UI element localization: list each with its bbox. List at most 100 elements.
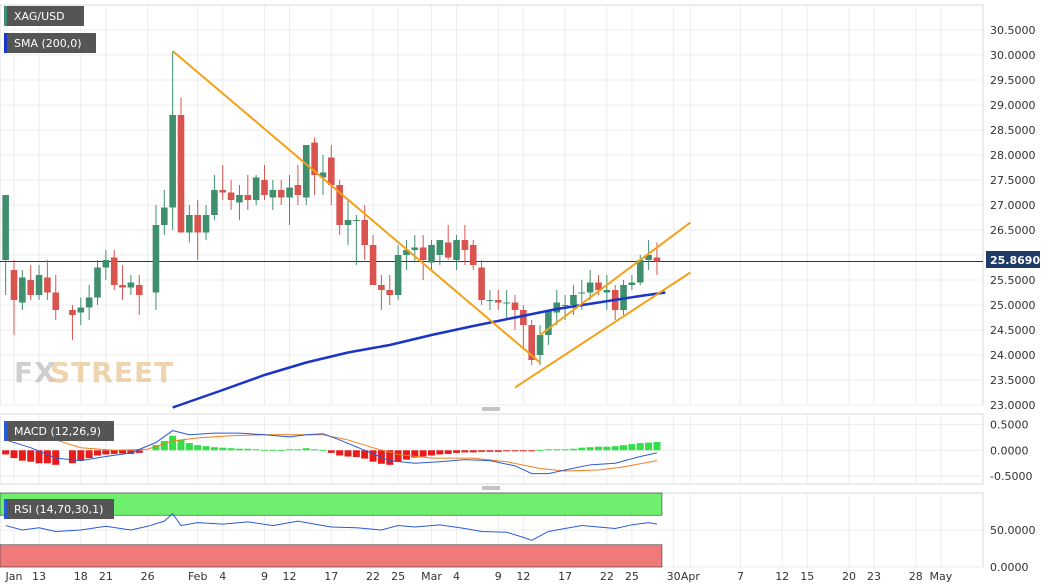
macd-histogram-bar <box>311 449 319 451</box>
legend-symbol[interactable]: XAG/USD <box>4 6 84 26</box>
legend-macd[interactable]: MACD (12,26,9) <box>4 421 114 441</box>
candle-body <box>161 207 168 225</box>
candle-body <box>453 240 460 260</box>
macd-histogram-bar <box>110 450 118 454</box>
candle-body <box>102 260 110 268</box>
trendline-wedge-upper <box>539 221 691 336</box>
macd-histogram-bar <box>319 449 327 451</box>
x-tick-label: 23 <box>867 570 881 583</box>
candle-body <box>586 282 594 293</box>
candle-body <box>461 240 469 250</box>
candle-body <box>645 255 652 260</box>
candle-body <box>369 245 377 285</box>
price-tick-label: 29.5000 <box>990 74 1036 87</box>
macd-tick-label: -0.5000 <box>990 470 1032 483</box>
candle-body <box>52 292 60 310</box>
macd-histogram-bar <box>478 450 486 452</box>
price-tick-label: 25.5000 <box>990 274 1036 287</box>
macd-histogram-bar <box>569 448 577 451</box>
legend-macd-label: MACD (12,26,9) <box>14 425 101 438</box>
x-tick-label: 21 <box>99 570 113 583</box>
macd-histogram-bar <box>419 450 427 457</box>
candle-body <box>311 142 318 175</box>
candle-body <box>261 180 268 195</box>
macd-histogram-bar <box>169 435 177 451</box>
candle-body <box>386 290 394 295</box>
x-tick-label: Feb <box>188 570 207 583</box>
macd-histogram-bar <box>27 450 35 462</box>
legend-rsi[interactable]: RSI (14,70,30,1) <box>4 499 114 519</box>
legend-sma[interactable]: SMA (200,0) <box>4 33 96 53</box>
x-tick-label: 18 <box>74 570 88 583</box>
x-tick-label: May <box>929 570 952 583</box>
candle-body <box>77 307 85 313</box>
candle-body <box>69 310 76 315</box>
macd-histogram-bar <box>544 449 552 451</box>
candle-body <box>277 190 285 198</box>
candle-body <box>561 305 569 306</box>
candle-body <box>528 325 535 360</box>
candle-body <box>94 267 101 298</box>
candle-body <box>653 257 661 262</box>
macd-histogram-bar <box>43 450 51 464</box>
macd-histogram-bar <box>68 450 76 464</box>
x-tick-label: Mar <box>421 570 442 583</box>
candle-body <box>35 275 43 295</box>
macd-histogram-bar <box>436 450 444 455</box>
macd-histogram-bar <box>152 445 160 451</box>
candle-body <box>227 192 235 200</box>
candle-body <box>536 335 544 355</box>
macd-layer <box>2 429 661 475</box>
candle-body <box>294 185 302 195</box>
macd-histogram-bar <box>486 450 494 452</box>
x-tick-label: 28 <box>909 570 923 583</box>
macd-histogram-bar <box>536 449 544 451</box>
candle-body <box>520 310 527 325</box>
macd-panel-frame <box>0 413 984 485</box>
candle-body <box>169 115 176 208</box>
price-layer <box>0 50 983 409</box>
candle-body <box>628 282 636 285</box>
macd-histogram-bar <box>352 450 360 458</box>
candle-body <box>177 115 185 233</box>
macd-histogram-bar <box>235 448 243 451</box>
macd-histogram-bar <box>210 447 218 451</box>
macd-histogram-bar <box>10 450 18 459</box>
price-tick-label: 28.5000 <box>990 124 1036 137</box>
macd-histogram-bar <box>578 447 586 451</box>
macd-histogram-bar <box>586 447 594 451</box>
macd-histogram-bar <box>160 440 168 451</box>
macd-histogram-bar <box>386 450 394 465</box>
candle-body <box>344 220 352 225</box>
candle-body <box>403 250 410 255</box>
macd-histogram-bar <box>603 446 611 451</box>
macd-histogram-bar <box>361 450 369 459</box>
macd-histogram-bar <box>35 450 43 464</box>
candle-body <box>19 277 26 303</box>
rsi-bands <box>0 492 663 568</box>
x-tick-label: 9 <box>495 570 502 583</box>
price-tick-label: 27.5000 <box>990 174 1036 187</box>
candle-body <box>319 172 327 178</box>
macd-histogram-bar <box>18 450 26 461</box>
macd-histogram-bar <box>595 446 602 451</box>
macd-tick-label: 0.0000 <box>990 444 1029 457</box>
candle-body <box>436 240 444 255</box>
x-tick-label: Apr <box>681 570 701 583</box>
candle-body <box>10 270 18 300</box>
macd-histogram-bar <box>227 448 235 451</box>
price-tick-label: 26.5000 <box>990 224 1036 237</box>
rsi-overbought-band <box>0 492 663 516</box>
x-tick-label: 4 <box>219 570 226 583</box>
macd-histogram-bar <box>469 450 477 453</box>
x-tick-label: 12 <box>775 570 789 583</box>
macd-histogram-bar <box>636 443 644 451</box>
macd-tick-label: 0.5000 <box>990 418 1029 431</box>
candle-body <box>411 247 419 250</box>
macd-histogram-bar <box>177 439 185 451</box>
macd-histogram-bar <box>553 449 561 451</box>
candle-body <box>503 302 510 304</box>
macd-histogram-bar <box>85 450 93 459</box>
